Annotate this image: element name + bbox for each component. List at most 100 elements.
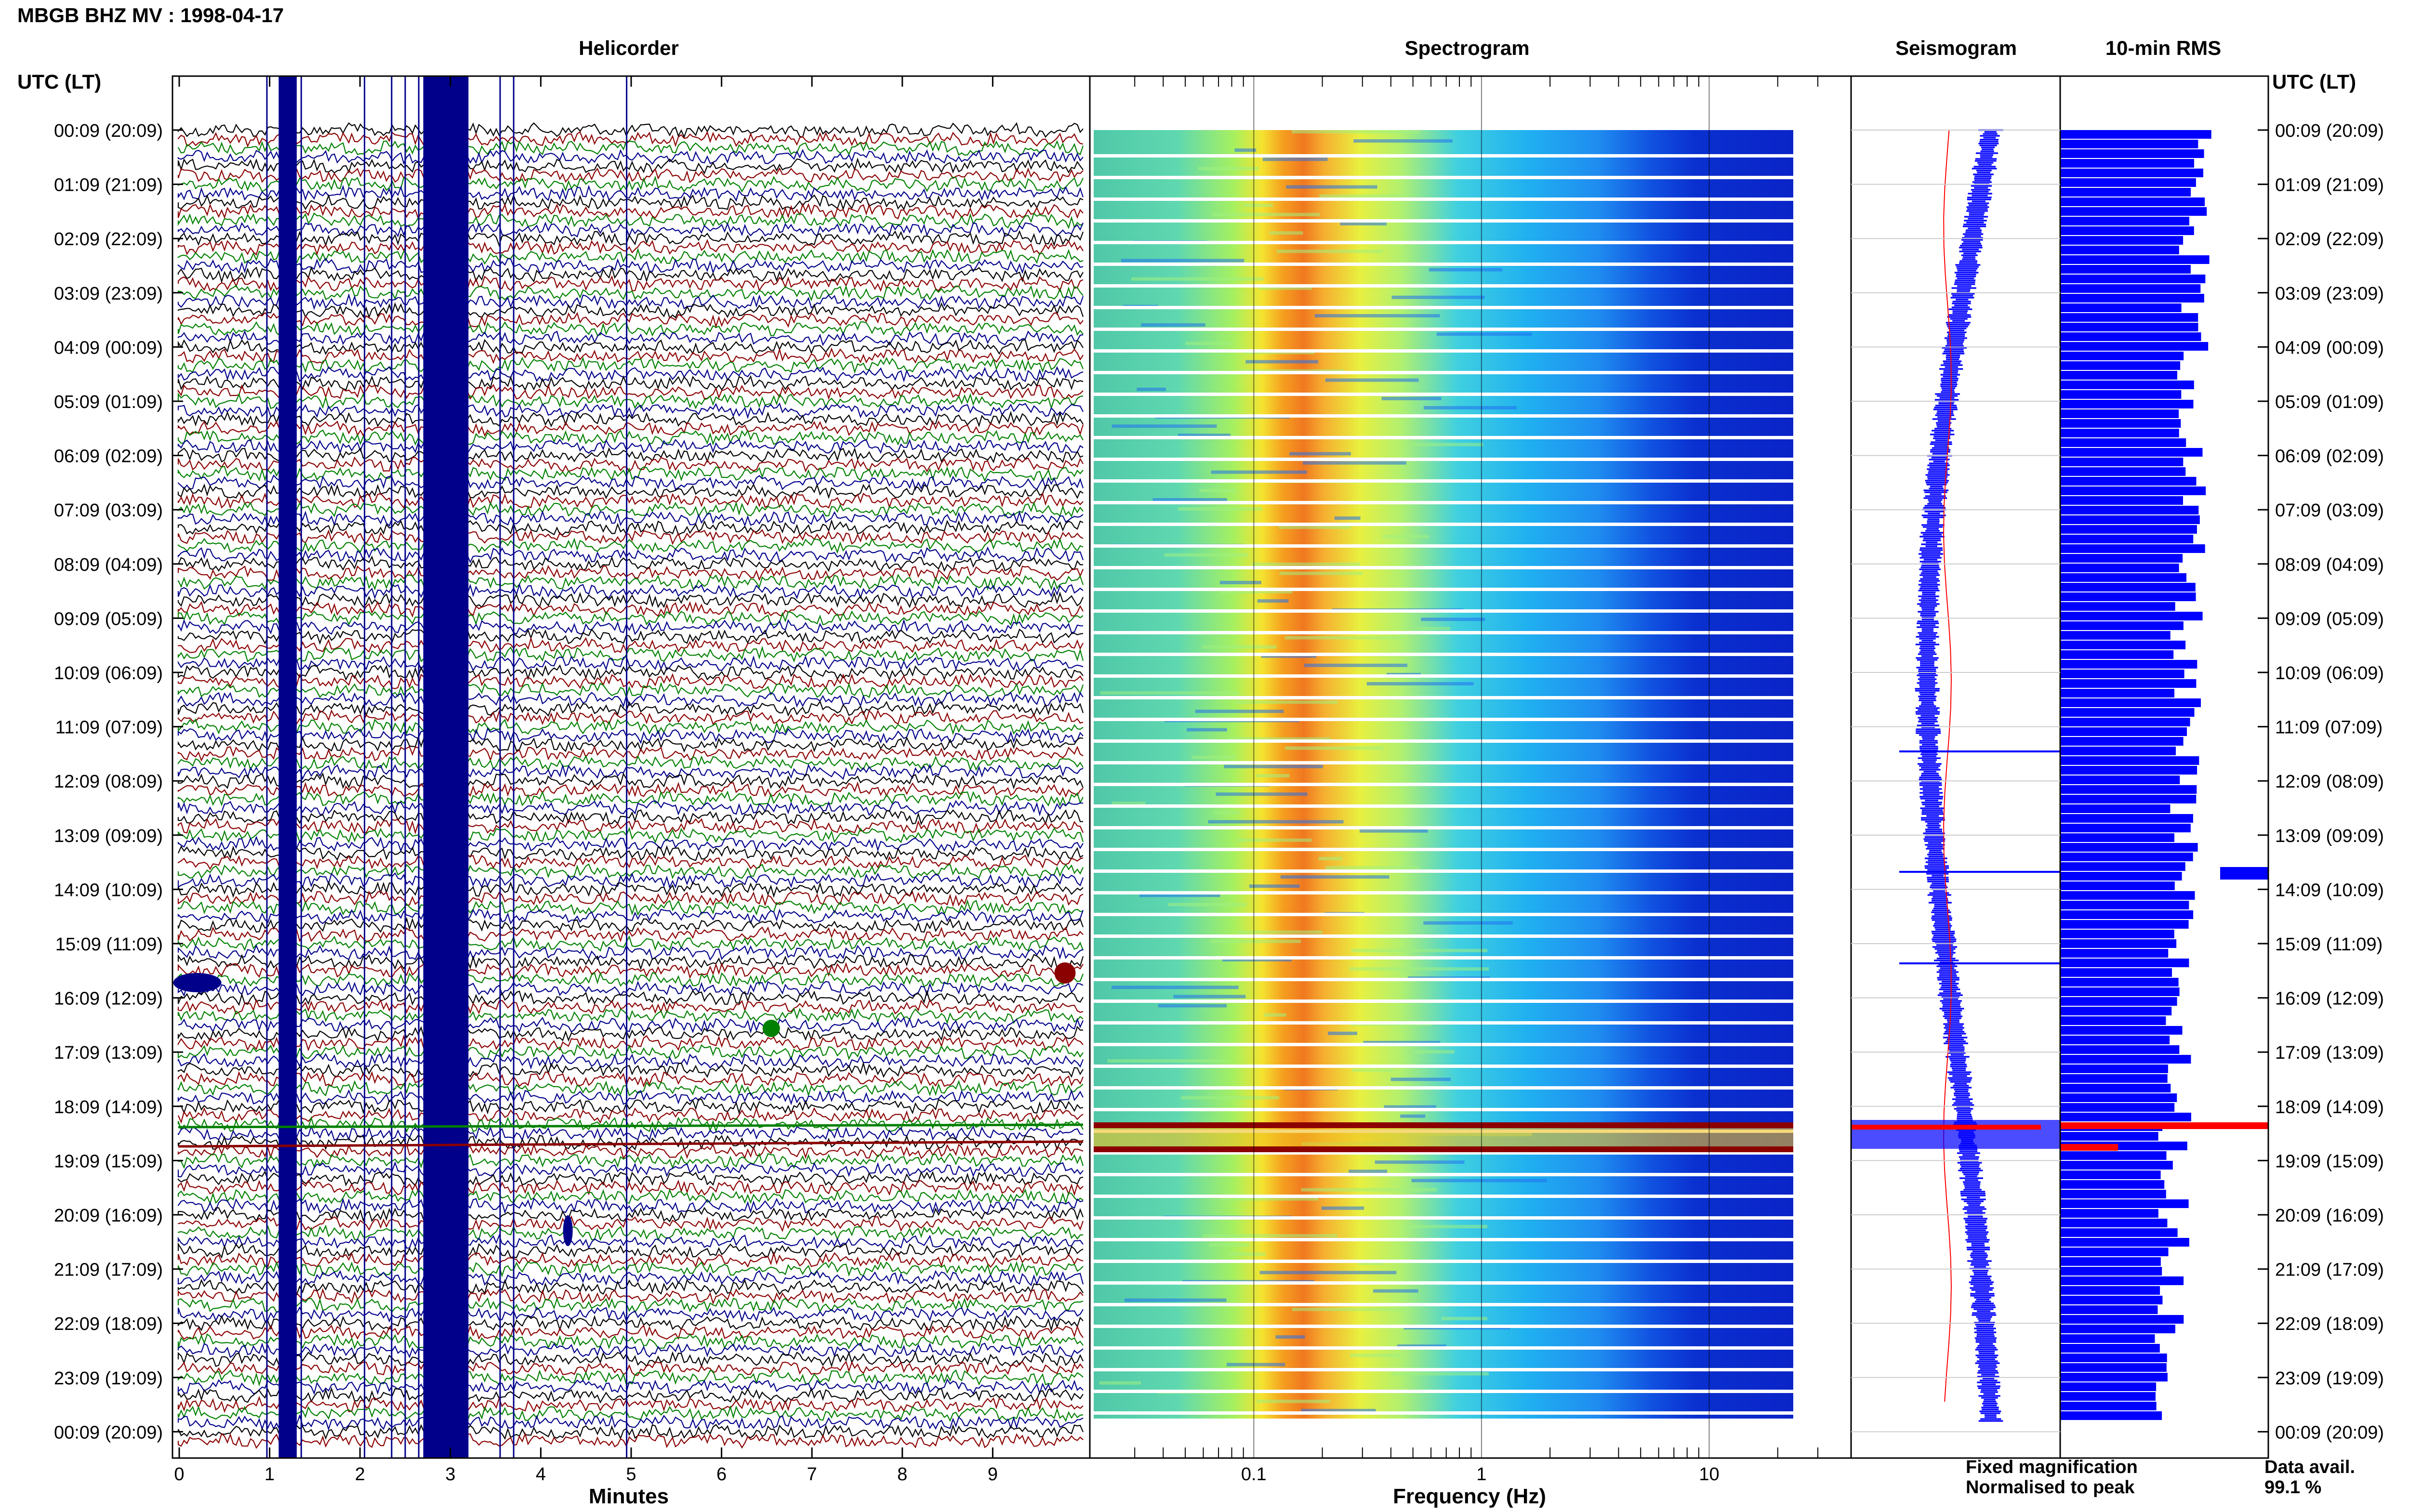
trace-line bbox=[177, 1207, 1084, 1223]
x-tick-label: 6 bbox=[716, 1464, 727, 1485]
spectrogram-gap bbox=[1094, 1281, 1793, 1285]
spectrogram-gap bbox=[1094, 1411, 1793, 1415]
trace-line bbox=[177, 175, 1084, 193]
spectrogram-streak bbox=[1137, 387, 1166, 391]
rms-bar bbox=[2060, 698, 2201, 707]
y-tick-label-right: 22:09 (18:09) bbox=[2275, 1314, 2384, 1334]
trace-line bbox=[177, 718, 1084, 736]
trace-line bbox=[177, 330, 1084, 346]
trace-line bbox=[177, 1378, 1084, 1395]
trace-line bbox=[177, 266, 1084, 284]
rms-bar bbox=[2060, 824, 2191, 832]
spectrogram-streak bbox=[1325, 866, 1419, 869]
spectrogram-gap bbox=[1094, 219, 1793, 223]
trace-line bbox=[177, 1224, 1084, 1242]
spectrogram-gap bbox=[1094, 1173, 1793, 1176]
spectrogram-streak bbox=[1384, 1105, 1436, 1109]
rms-bar bbox=[2060, 592, 2196, 601]
rms-bar bbox=[2060, 332, 2201, 341]
trace-line bbox=[177, 1089, 1084, 1105]
trace-line bbox=[177, 510, 1084, 528]
spectrogram-streak bbox=[1141, 323, 1205, 327]
trace-line bbox=[177, 402, 1084, 420]
spectrogram-gap bbox=[1094, 1216, 1793, 1220]
spectrogram-streak bbox=[1276, 250, 1383, 253]
y-tick-label-right: 17:09 (13:09) bbox=[2275, 1043, 2384, 1063]
spectrogram-streak bbox=[1375, 1160, 1465, 1164]
trace-line bbox=[177, 800, 1084, 817]
spectrogram-streak bbox=[1391, 1372, 1489, 1376]
trace-line bbox=[177, 855, 1084, 870]
x-tick-label: 3 bbox=[445, 1464, 455, 1485]
rms-bar bbox=[2060, 246, 2179, 254]
trace-line bbox=[177, 1234, 1084, 1250]
spectrogram-streak bbox=[1219, 590, 1293, 593]
trace-line bbox=[177, 338, 1084, 355]
rms-bar bbox=[2060, 1007, 2172, 1015]
trace-line bbox=[177, 321, 1084, 337]
trace-line bbox=[177, 1387, 1084, 1404]
rms-bar bbox=[2060, 535, 2194, 543]
spectrogram-streak bbox=[1139, 894, 1220, 897]
rms-bar bbox=[2060, 390, 2182, 399]
rms-bar bbox=[2060, 747, 2176, 755]
trace-line bbox=[177, 917, 1084, 933]
y-tick-label-right: 08:09 (04:09) bbox=[2275, 555, 2384, 575]
y-tick-label-right: 13:09 (09:09) bbox=[2275, 826, 2384, 846]
trace-line bbox=[177, 258, 1084, 275]
spectrogram-streak bbox=[1284, 636, 1404, 640]
y-tick-label-left: 08:09 (04:09) bbox=[54, 555, 163, 575]
trace-line bbox=[177, 1079, 1084, 1097]
spectrogram-streak bbox=[1291, 130, 1420, 133]
trace-line bbox=[177, 890, 1084, 907]
seismogram-normalised-trace bbox=[1943, 130, 1952, 1402]
spectrogram-streak bbox=[1289, 452, 1351, 456]
y-tick-label-right: 15:09 (11:09) bbox=[2275, 934, 2383, 955]
spectrogram-gap bbox=[1094, 436, 1793, 439]
rms-bar bbox=[2060, 949, 2169, 958]
rms-bar bbox=[2060, 303, 2182, 312]
trace-line bbox=[177, 248, 1084, 265]
x-tick-label: 1 bbox=[1476, 1464, 1486, 1485]
spectrogram-streak bbox=[1219, 1197, 1319, 1201]
spectrogram-streak bbox=[1164, 553, 1248, 557]
y-tick-label-right: 19:09 (15:09) bbox=[2275, 1151, 2384, 1171]
trace-line bbox=[177, 1405, 1084, 1422]
spectrogram-streak bbox=[1211, 470, 1307, 474]
spectrogram-title: Spectrogram bbox=[1404, 37, 1530, 59]
trace-line bbox=[177, 140, 1084, 156]
x-tick-label: 0 bbox=[174, 1464, 184, 1485]
spectrogram-streak bbox=[1216, 792, 1308, 796]
trace-line bbox=[177, 926, 1084, 943]
spectrogram-streak bbox=[1214, 811, 1241, 815]
rms-bar bbox=[2060, 1325, 2175, 1333]
rms-bar bbox=[2060, 323, 2198, 331]
availability-value: 99.1 % bbox=[2264, 1477, 2322, 1498]
spectrogram-streak bbox=[1400, 1114, 1426, 1118]
spectrogram-event bbox=[1094, 1146, 1793, 1152]
spectrogram-streak bbox=[1314, 314, 1440, 317]
rms-bar bbox=[2060, 853, 2193, 861]
spectrogram-streak bbox=[1187, 728, 1227, 732]
trace-line bbox=[177, 131, 1084, 148]
rms-bar bbox=[2060, 467, 2186, 476]
y-tick-label-left: 20:09 (16:09) bbox=[54, 1206, 163, 1226]
spectrogram-gap bbox=[1094, 848, 1793, 851]
y-tick-label-right: 02:09 (22:09) bbox=[2275, 229, 2384, 250]
spectrogram-gap bbox=[1094, 761, 1793, 764]
spectrogram-streak bbox=[1195, 710, 1284, 713]
spectrogram-streak bbox=[1152, 498, 1227, 501]
spectrogram-streak bbox=[1178, 507, 1262, 511]
trace-line bbox=[177, 1025, 1083, 1042]
rms-bar bbox=[2060, 1180, 2165, 1189]
trace-line bbox=[177, 1270, 1084, 1287]
trace-line bbox=[177, 1098, 1084, 1115]
y-tick-label-right: 07:09 (03:09) bbox=[2275, 500, 2384, 521]
spectrogram-gap bbox=[1094, 588, 1793, 591]
rms-bar bbox=[2060, 987, 2180, 996]
trace-line bbox=[177, 827, 1084, 844]
spectrogram-streak bbox=[1340, 222, 1387, 225]
rms-bar bbox=[2060, 891, 2195, 900]
rms-bar bbox=[2060, 1363, 2167, 1372]
rms-bar bbox=[2060, 1267, 2162, 1275]
